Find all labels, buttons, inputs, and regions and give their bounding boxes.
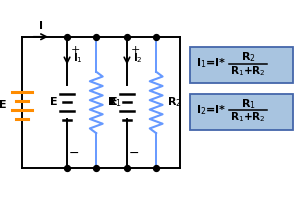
- Text: R$_2$: R$_2$: [241, 50, 256, 64]
- Text: +: +: [70, 45, 80, 55]
- Text: R$_1$: R$_1$: [241, 97, 256, 111]
- Text: −: −: [68, 147, 79, 160]
- Text: R$_2$: R$_2$: [167, 96, 182, 109]
- Text: I$_2$: I$_2$: [134, 52, 143, 65]
- Text: I: I: [39, 21, 43, 31]
- Text: −: −: [128, 147, 139, 160]
- Text: I$_1$: I$_1$: [74, 52, 83, 65]
- Bar: [190, 47, 293, 83]
- Bar: [190, 94, 293, 130]
- Point: [94, 167, 99, 170]
- Text: E: E: [110, 97, 118, 107]
- Text: E: E: [0, 100, 7, 110]
- Text: +: +: [130, 45, 140, 55]
- Text: R$_1$+R$_2$: R$_1$+R$_2$: [230, 64, 266, 78]
- Point: [94, 35, 99, 38]
- Text: R$_1$: R$_1$: [107, 96, 122, 109]
- Point: [154, 35, 159, 38]
- Text: R$_1$+R$_2$: R$_1$+R$_2$: [230, 110, 266, 124]
- Point: [124, 35, 129, 38]
- Point: [124, 167, 129, 170]
- Text: I$_1$=I*: I$_1$=I*: [196, 56, 226, 70]
- Text: E: E: [50, 97, 58, 107]
- Point: [154, 167, 159, 170]
- Point: [65, 35, 70, 38]
- Point: [65, 167, 70, 170]
- Text: I$_2$=I*: I$_2$=I*: [196, 103, 226, 117]
